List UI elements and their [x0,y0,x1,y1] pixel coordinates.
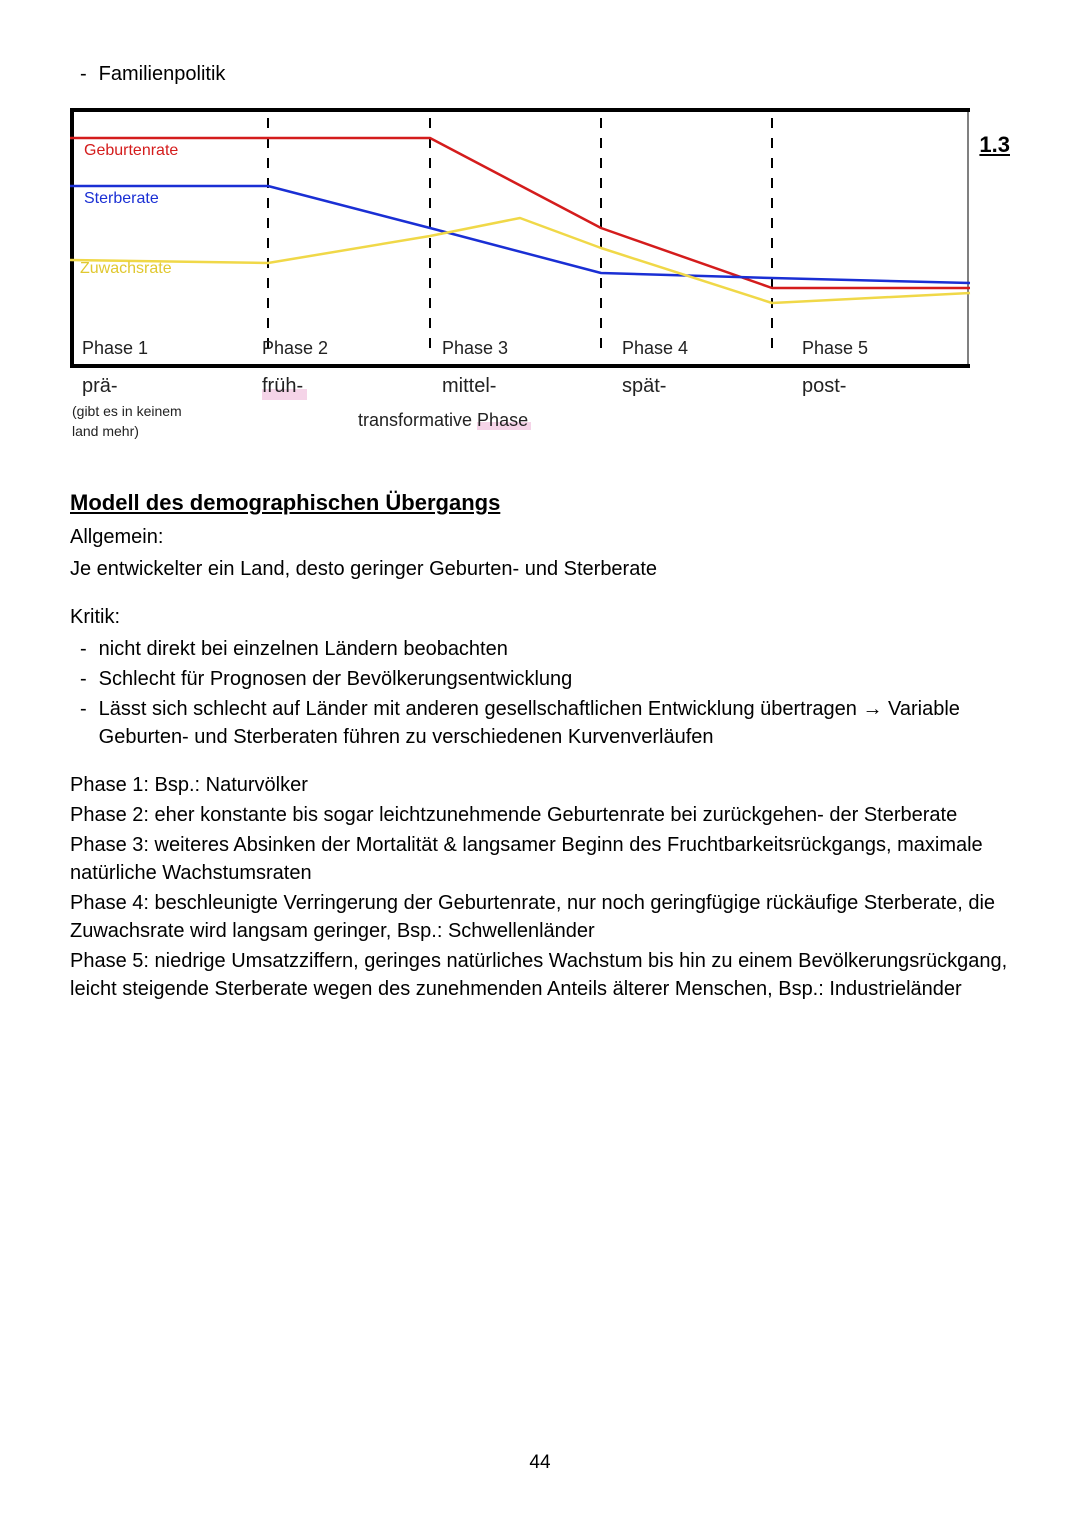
kritik-item-text: nicht direkt bei einzelnen Ländern beoba… [99,635,1010,663]
phase-label-top-5: Phase 5 [802,336,868,361]
phase-note-1: (gibt es in keinem land mehr) [72,402,182,441]
page-number: 44 [529,1450,550,1477]
phase-label-bottom-3: mittel- [442,372,496,400]
phases-section: Phase 1: Bsp.: NaturvölkerPhase 2: eher … [70,771,1010,1003]
transformative-label: transformative Phase [358,408,531,433]
kritik-list: -nicht direkt bei einzelnen Ländern beob… [80,635,1010,751]
section-number: 1.3 [979,130,1010,161]
phase-description-4: Phase 4: beschleunigte Verringerung der … [70,889,1010,945]
kritik-item-text: Lässt sich schlecht auf Länder mit ander… [99,695,1010,751]
demographic-transition-chart: Geburtenrate Sterberate Zuwachsrate Phase 1… [70,108,970,448]
series-label-Zuwachsrate: Zuwachsrate [80,258,172,280]
phase-description-1: Phase 1: Bsp.: Naturvölker [70,771,1010,799]
allgemein-label: Allgemein: [70,523,1010,551]
top-section: - Familienpolitik [70,60,1010,88]
dash-icon: - [80,665,87,693]
phase-label-bottom-2: früh- [262,372,307,400]
phase-label-top-3: Phase 3 [442,336,508,361]
series-label-Geburtenrate: Geburtenrate [84,140,178,162]
kritik-label: Kritik: [70,603,1010,631]
top-bullet-text: Familienpolitik [99,60,226,88]
dash-icon: - [80,695,87,723]
kritik-item-text: Schlecht für Prognosen der Bevölkerungse… [99,665,1010,693]
phase-label-bottom-4: spät- [622,372,666,400]
phase-description-3: Phase 3: weiteres Absinken der Mortalitä… [70,831,1010,887]
phase-label-bottom-1: prä- [82,372,118,400]
kritik-item: -Lässt sich schlecht auf Länder mit ande… [80,695,1010,751]
main-heading: Modell des demographischen Übergangs [70,488,1010,519]
dash-icon: - [80,60,87,88]
phase-label-top-1: Phase 1 [82,336,148,361]
kritik-item: -nicht direkt bei einzelnen Ländern beob… [80,635,1010,663]
phase-description-2: Phase 2: eher konstante bis sogar leicht… [70,801,1010,829]
phase-description-5: Phase 5: niedrige Umsatzziffern, geringe… [70,947,1010,1003]
dash-icon: - [80,635,87,663]
phase-label-top-2: Phase 2 [262,336,328,361]
allgemein-text: Je entwickelter ein Land, desto geringer… [70,555,1010,583]
phase-label-top-4: Phase 4 [622,336,688,361]
kritik-item: -Schlecht für Prognosen der Bevölkerungs… [80,665,1010,693]
top-bullet-line: - Familienpolitik [80,60,1010,88]
phase-label-bottom-5: post- [802,372,846,400]
series-label-Sterberate: Sterberate [84,188,159,210]
